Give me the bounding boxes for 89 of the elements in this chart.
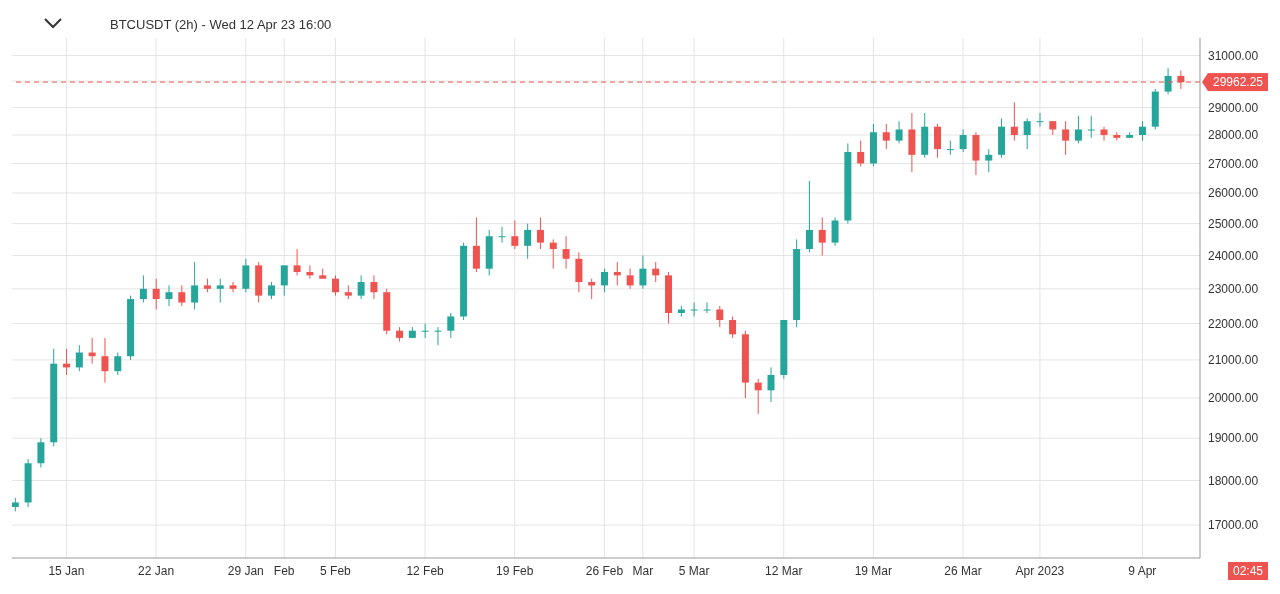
x-tick-label: 12 Feb [406, 563, 445, 578]
candlestick [575, 251, 583, 293]
candlestick [229, 281, 237, 293]
candlestick [152, 278, 160, 310]
candlestick [524, 223, 532, 260]
candlestick [332, 274, 340, 297]
candlestick [511, 220, 519, 250]
candlestick [75, 344, 83, 372]
chart-title: BTCUSDT (2h) - Wed 12 Apr 23 16:00 [110, 17, 332, 32]
candlestick [536, 216, 544, 250]
y-tick-label: 26000.00 [1208, 186, 1259, 201]
candlestick [1010, 101, 1018, 142]
candlestick [601, 268, 608, 293]
candlestick [895, 120, 903, 144]
candlestick [139, 274, 147, 304]
candlestick [626, 268, 634, 290]
candlestick [1087, 115, 1095, 139]
candlestick [1164, 67, 1172, 95]
candlestick [613, 261, 621, 286]
x-tick-label: Feb [273, 563, 295, 578]
y-tick-label: 31000.00 [1208, 48, 1259, 63]
candlestick [293, 248, 301, 276]
y-tick-label: 28000.00 [1208, 128, 1259, 143]
candlestick [1062, 120, 1070, 156]
candlestick [946, 140, 954, 156]
candlestick [447, 312, 455, 339]
x-tick-label: Mar [632, 563, 654, 578]
candlestick [191, 261, 199, 310]
candlestick [882, 123, 890, 150]
candlestick [1023, 117, 1031, 150]
y-tick-label: 17000.00 [1208, 518, 1259, 533]
candlestick [280, 264, 288, 297]
candlestick [421, 323, 429, 339]
x-tick-label: 5 Feb [320, 563, 352, 578]
x-tick-label: 29 Jan [227, 563, 264, 578]
candlestick [242, 258, 250, 293]
candlestick [165, 284, 173, 307]
candlestick [1138, 120, 1146, 142]
ref-line-label: 29962.25 [1212, 75, 1264, 90]
candlestick [716, 305, 724, 328]
text: 02:45 [1227, 562, 1268, 580]
candlestick [818, 216, 826, 257]
candlestick [114, 352, 122, 376]
y-tick-label: 27000.00 [1208, 156, 1259, 171]
x-tick-label: Apr 2023 [1015, 563, 1065, 578]
candlestick [37, 437, 45, 469]
candlestick [831, 216, 839, 247]
candlestick [178, 284, 186, 307]
candlestick [805, 180, 813, 253]
candlestick [101, 337, 109, 384]
y-tick-label: 19000.00 [1208, 431, 1259, 446]
candlestick [1074, 115, 1082, 144]
y-tick-label: 24000.00 [1208, 248, 1259, 263]
candlestick [754, 378, 762, 415]
y-tick-label: 23000.00 [1208, 282, 1259, 297]
y-tick-label: 25000.00 [1208, 216, 1259, 231]
candlestick [1036, 112, 1044, 128]
x-tick-label: 26 Mar [944, 563, 982, 578]
candlestick [1100, 126, 1108, 142]
y-tick-label: 20000.00 [1208, 391, 1259, 406]
candlestick [934, 123, 942, 159]
x-tick-label: 19 Mar [854, 563, 893, 578]
candlestick [434, 326, 442, 346]
y-tick-label: 21000.00 [1208, 353, 1259, 368]
candlestick [985, 148, 993, 173]
candlestick [357, 274, 365, 300]
candlestick [767, 366, 775, 403]
candlestick [549, 238, 557, 270]
x-tick-label: 19 Feb [496, 563, 534, 578]
x-tick-label: 22 Jan [138, 563, 175, 578]
x-tick-label: 9 Apr [1128, 563, 1157, 578]
x-tick-label: 15 Jan [48, 563, 85, 578]
candlestick [959, 128, 967, 153]
x-tick-label: 12 Mar [765, 563, 803, 578]
candlestick [729, 315, 737, 339]
y-tick-label: 22000.00 [1208, 316, 1259, 331]
candlestick [857, 140, 865, 167]
y-tick-label: 18000.00 [1208, 473, 1259, 488]
x-tick-label: 26 Feb [585, 563, 624, 578]
candlestick [703, 302, 711, 314]
x-tick-label: 5 Mar [678, 563, 710, 578]
candlestick [472, 216, 480, 273]
candlestick [306, 264, 314, 280]
candlestick [562, 235, 570, 270]
y-tick-label: 29000.00 [1208, 100, 1259, 115]
candlestick [370, 274, 378, 300]
candlestick [498, 226, 506, 244]
candlestick [639, 255, 647, 290]
candlestick [216, 278, 224, 304]
